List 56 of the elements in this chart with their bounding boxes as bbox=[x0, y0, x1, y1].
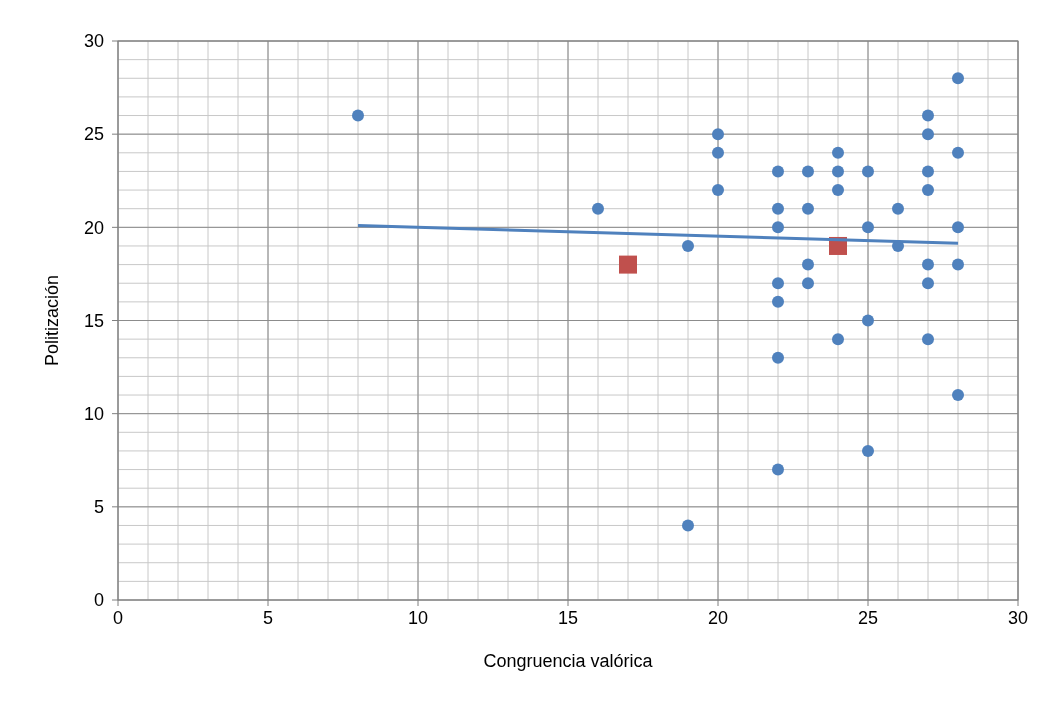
y-tick-label: 5 bbox=[93, 497, 104, 518]
x-tick-label: 25 bbox=[857, 608, 879, 628]
point bbox=[832, 184, 844, 197]
point bbox=[712, 146, 724, 159]
y-tick-label: 10 bbox=[83, 403, 104, 424]
y-tick-label: 30 bbox=[83, 31, 104, 52]
point bbox=[892, 202, 904, 215]
point bbox=[862, 221, 874, 234]
point bbox=[952, 221, 964, 234]
point bbox=[832, 146, 844, 159]
point bbox=[772, 221, 784, 234]
point bbox=[922, 128, 934, 141]
point bbox=[802, 258, 814, 271]
point bbox=[922, 333, 934, 346]
x-tick-label: 5 bbox=[262, 608, 274, 628]
x-tick-label: 15 bbox=[557, 608, 579, 628]
point bbox=[802, 277, 814, 290]
point bbox=[952, 72, 964, 85]
point bbox=[619, 255, 637, 274]
y-tick-label: 25 bbox=[83, 124, 104, 145]
point bbox=[922, 277, 934, 290]
x-tick-label: 30 bbox=[1007, 608, 1029, 628]
point bbox=[922, 109, 934, 122]
point bbox=[712, 128, 724, 141]
point bbox=[682, 519, 694, 532]
point bbox=[832, 333, 844, 346]
x-axis-title: Congruencia valórica bbox=[483, 651, 654, 671]
point bbox=[712, 184, 724, 197]
point bbox=[862, 444, 874, 457]
point bbox=[802, 202, 814, 215]
point bbox=[772, 202, 784, 215]
x-tick-label: 0 bbox=[112, 608, 124, 628]
point bbox=[952, 146, 964, 159]
point bbox=[922, 165, 934, 178]
point bbox=[772, 463, 784, 476]
y-axis-title: Politización bbox=[42, 274, 62, 367]
x-tick-label: 10 bbox=[407, 608, 429, 628]
point bbox=[862, 314, 874, 327]
point bbox=[922, 258, 934, 271]
point bbox=[802, 165, 814, 178]
point bbox=[682, 239, 694, 252]
y-tick-label: 15 bbox=[83, 310, 104, 331]
point bbox=[772, 351, 784, 364]
point bbox=[862, 165, 874, 178]
point bbox=[772, 295, 784, 308]
point bbox=[772, 277, 784, 290]
point bbox=[922, 184, 934, 197]
point bbox=[832, 165, 844, 178]
y-tick-label: 20 bbox=[83, 217, 104, 238]
point bbox=[772, 165, 784, 178]
x-tick-label: 20 bbox=[707, 608, 729, 628]
y-tick-label: 0 bbox=[93, 590, 104, 611]
point bbox=[952, 389, 964, 402]
point bbox=[952, 258, 964, 271]
point bbox=[592, 202, 604, 215]
point bbox=[352, 109, 364, 122]
